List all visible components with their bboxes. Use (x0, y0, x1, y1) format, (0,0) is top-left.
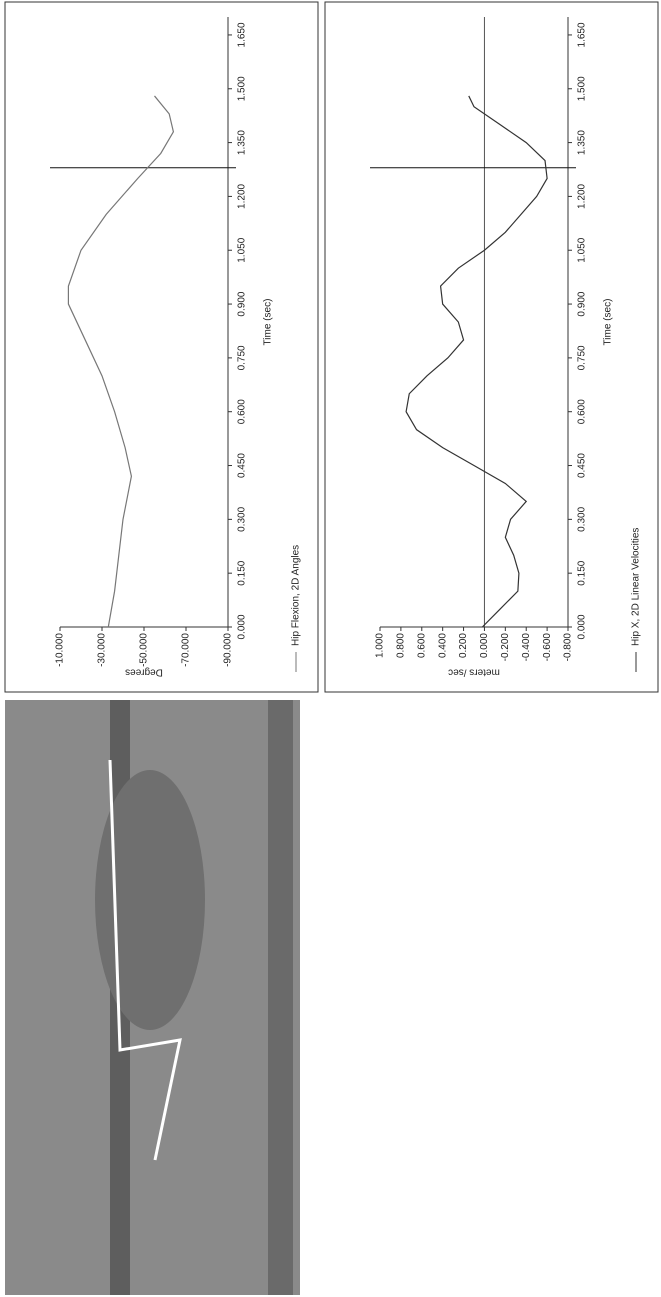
chart-frame (4, 1, 319, 693)
x-tick-label: 0.450 (577, 453, 588, 478)
x-tick-label: 0.900 (237, 291, 248, 316)
y-tick-label: -0.800 (563, 633, 574, 662)
photo-swimmer (95, 770, 205, 1030)
y-tick-label: 0.200 (458, 633, 469, 658)
x-tick-label: 0.600 (237, 399, 248, 424)
x-tick-label: 1.650 (237, 22, 248, 47)
y-tick-label: 0.800 (396, 633, 407, 658)
photo-lane (268, 700, 293, 1295)
y-axis-title: meters /sec (448, 666, 500, 677)
y-tick-label: 0.000 (479, 633, 490, 658)
y-tick-label: -0.200 (500, 633, 511, 662)
x-tick-label: 0.750 (577, 345, 588, 370)
y-tick-label: 1.000 (375, 633, 386, 658)
x-tick-label: 0.600 (577, 399, 588, 424)
data-line (67, 95, 175, 628)
photo (5, 700, 300, 1295)
x-tick-label: 1.650 (577, 22, 588, 47)
x-tick-label: 0.900 (577, 291, 588, 316)
x-tick-label: 0.150 (577, 560, 588, 585)
x-tick-label: 0.000 (237, 614, 248, 639)
y-tick-label: -50.000 (139, 633, 150, 667)
x-tick-label: 1.050 (577, 237, 588, 262)
y-tick-label: -0.600 (542, 633, 553, 662)
x-tick-label: 1.500 (237, 76, 248, 101)
x-axis-title: Time (sec) (603, 299, 614, 346)
y-tick-label: -90.000 (223, 633, 234, 667)
legend-label: Hip X, 2D Linear Velocities (631, 528, 642, 646)
x-tick-label: 0.300 (237, 506, 248, 531)
x-tick-label: 1.200 (237, 183, 248, 208)
x-tick-label: 1.350 (577, 130, 588, 155)
photo-skeleton (108, 759, 182, 1161)
y-tick-label: 0.400 (437, 633, 448, 658)
y-tick-label: -70.000 (181, 633, 192, 667)
chart-frame (324, 1, 659, 693)
x-tick-label: 1.200 (577, 183, 588, 208)
x-tick-label: 1.500 (577, 76, 588, 101)
chart: -10.000 -30.000 -50.000 -70.000 -90.0000.000… (50, 17, 302, 677)
y-axis-title: Degrees (125, 666, 163, 677)
x-tick-label: 1.350 (237, 130, 248, 155)
y-tick-label: -30.000 (97, 633, 108, 667)
x-axis-title: Time (sec) (263, 299, 274, 346)
x-tick-label: 0.750 (237, 345, 248, 370)
x-tick-label: 1.050 (237, 237, 248, 262)
data-line (405, 95, 548, 628)
x-tick-label: 0.000 (577, 614, 588, 639)
y-tick-label: -0.400 (521, 633, 532, 662)
legend-label: Hip Flexion, 2D Angles (291, 545, 302, 646)
x-tick-label: 0.300 (577, 506, 588, 531)
chart: 1.000 0.800 0.600 0.400 0.200 0.000 -0.200 -0.4… (370, 17, 642, 677)
x-tick-label: 0.150 (237, 560, 248, 585)
y-tick-label: 0.600 (416, 633, 427, 658)
y-tick-label: -10.000 (55, 633, 66, 667)
x-tick-label: 0.450 (237, 453, 248, 478)
